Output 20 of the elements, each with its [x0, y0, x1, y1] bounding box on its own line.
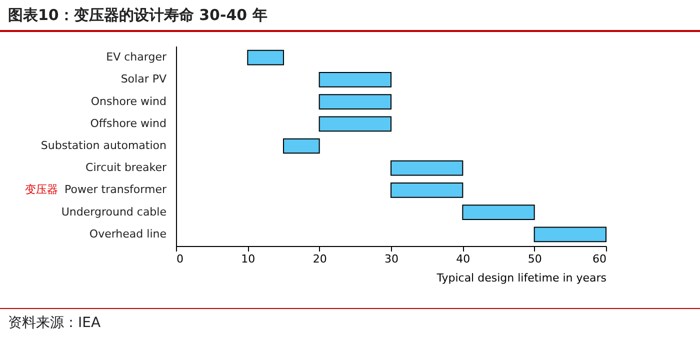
text: 资料来源：IEA	[8, 314, 101, 332]
y-tick-label: EV charger	[106, 50, 167, 64]
x-tick-label: 40	[456, 252, 470, 266]
x-tick-label: 20	[312, 252, 327, 266]
y-tick-label: Substation automation	[40, 139, 167, 152]
y-tick-label: Offshore wind	[90, 116, 166, 130]
x-axis-title: Typical design lifetime in years	[436, 272, 607, 284]
y-tick-label: Solar PV	[120, 72, 167, 86]
x-tick-label: 30	[384, 252, 398, 266]
text: 变压器	[25, 183, 58, 196]
y-tick-label: Onshore wind	[90, 94, 166, 108]
y-tick-label: Underground cable	[61, 205, 167, 218]
x-tick-label: 0	[176, 252, 184, 266]
y-tick-label: Circuit breaker	[86, 161, 167, 174]
x-tick-label: 60	[592, 252, 606, 266]
y-tick-label: Power transformer	[64, 183, 167, 196]
x-tick-label: 50	[528, 252, 542, 266]
y-tick-label: Overhead line	[89, 227, 167, 240]
x-tick-label: 10	[241, 252, 256, 266]
chart-title: 图表10：变压器的设计寿命 30-40 年	[8, 6, 268, 25]
